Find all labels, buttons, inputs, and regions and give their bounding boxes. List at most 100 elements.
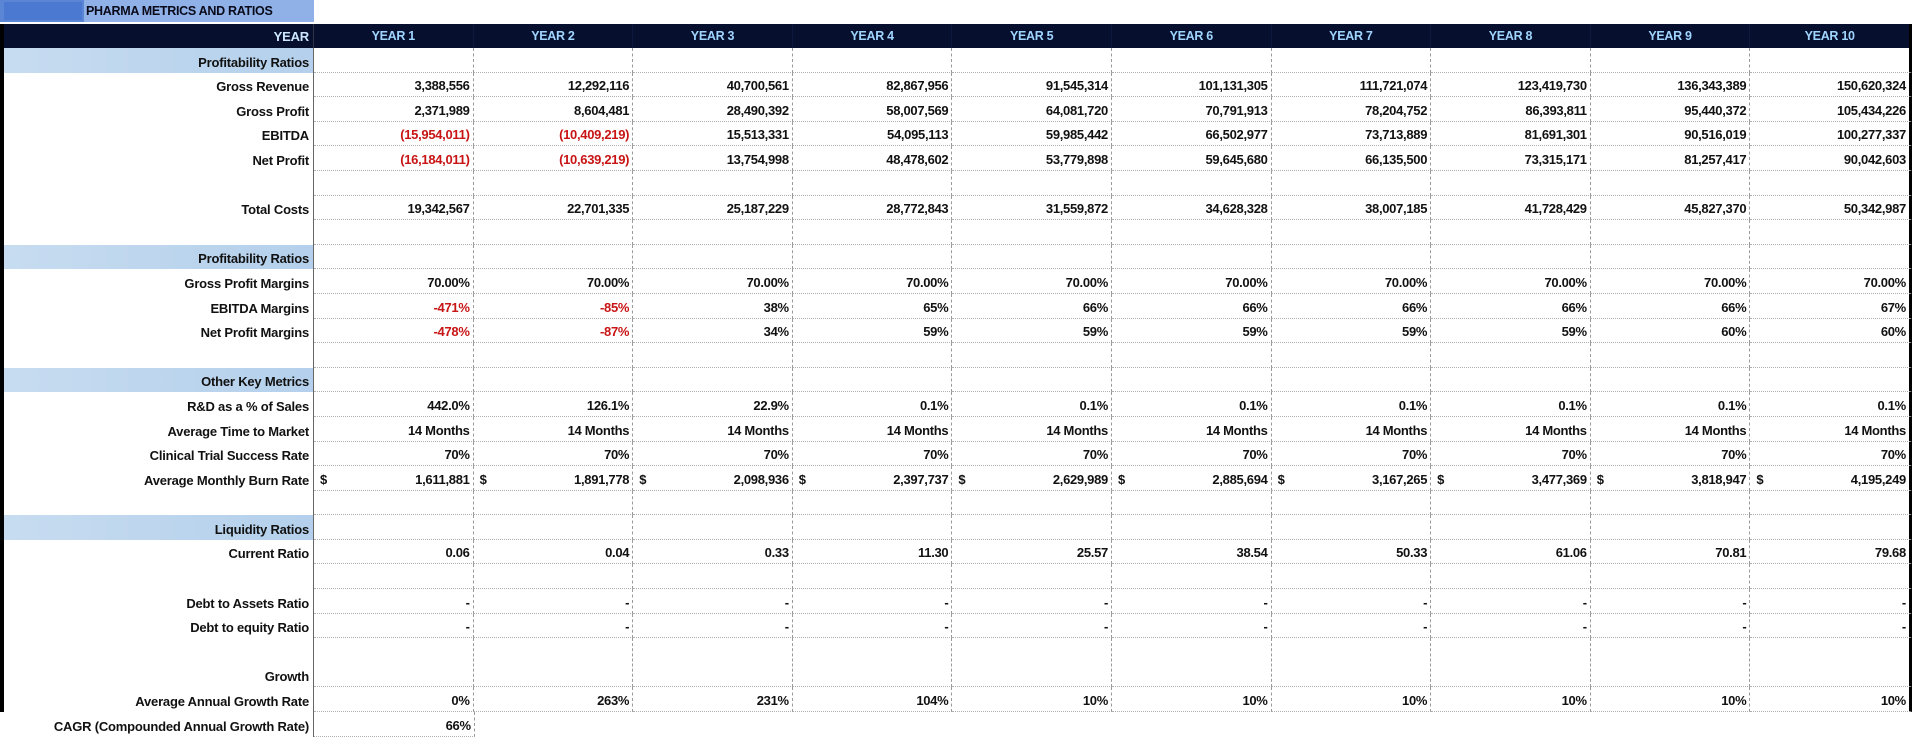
net-profit-margin-year-10[interactable]: 60% — [1750, 318, 1912, 344]
time-to-market-year-6[interactable]: 14 Months — [1111, 416, 1272, 442]
total-costs-year-1[interactable]: 19,342,567 — [314, 195, 474, 221]
cagr-year-8[interactable] — [1433, 712, 1593, 737]
cell-year-3[interactable] — [633, 343, 793, 368]
cagr-year-5[interactable] — [954, 712, 1114, 737]
ebitda-margin-year-6[interactable]: 66% — [1111, 293, 1272, 319]
ebitda-margin-year-7[interactable]: 66% — [1271, 293, 1432, 319]
cell-year-4[interactable] — [792, 244, 953, 270]
cell-year-3[interactable] — [633, 515, 793, 540]
cell-year-1[interactable] — [314, 564, 474, 590]
aagr-year-6[interactable]: 10% — [1111, 687, 1272, 713]
cell-year-7[interactable] — [1271, 343, 1432, 368]
net-profit-year-9[interactable]: 81,257,417 — [1590, 146, 1751, 171]
gross-profit-margin-year-9[interactable]: 70.00% — [1590, 269, 1751, 294]
cell-year-4[interactable] — [792, 343, 953, 368]
cell-year-6[interactable] — [1111, 220, 1272, 245]
cell-year-9[interactable] — [1590, 638, 1751, 688]
cell-year-2[interactable] — [473, 367, 634, 393]
gross-revenue-year-6[interactable]: 101,131,305 — [1111, 72, 1272, 98]
gross-profit-year-9[interactable]: 95,440,372 — [1590, 97, 1751, 122]
cell-year-5[interactable] — [952, 564, 1112, 590]
label-aagr[interactable]: Average Annual Growth Rate — [0, 687, 314, 713]
label-cagr[interactable]: CAGR (Compounded Annual Growth Rate) — [0, 712, 314, 737]
gross-revenue-year-4[interactable]: 82,867,956 — [792, 72, 953, 98]
cagr-year-3[interactable] — [634, 712, 794, 737]
label-rd-pct-sales[interactable]: R&D as a % of Sales — [0, 392, 314, 417]
cell-year-8[interactable] — [1431, 48, 1591, 73]
time-to-market-year-1[interactable]: 14 Months — [314, 416, 474, 442]
cell-year-5[interactable] — [952, 515, 1112, 540]
ebitda-year-1[interactable]: (15,954,011) — [314, 121, 474, 147]
burn-rate-year-1[interactable]: $1,611,881 — [314, 466, 474, 491]
burn-rate-year-10[interactable]: $4,195,249 — [1750, 466, 1912, 491]
current-ratio-year-4[interactable]: 11.30 — [792, 539, 953, 565]
clinical-success-year-10[interactable]: 70% — [1750, 441, 1912, 467]
cell-year-9[interactable] — [1590, 343, 1751, 368]
total-costs-year-6[interactable]: 34,628,328 — [1111, 195, 1272, 221]
gross-profit-year-1[interactable]: 2,371,989 — [314, 97, 474, 122]
cell-year-8[interactable] — [1431, 564, 1591, 590]
net-profit-margin-year-2[interactable]: -87% — [473, 318, 634, 344]
debt-to-equity-year-5[interactable]: - — [952, 613, 1112, 639]
cell-year-2[interactable] — [473, 564, 634, 590]
rd-pct-sales-year-1[interactable]: 442.0% — [314, 392, 474, 417]
label-net-profit-margins[interactable]: Net Profit Margins — [0, 318, 314, 344]
label-clinical-success[interactable]: Clinical Trial Success Rate — [0, 441, 314, 467]
cell-year-8[interactable] — [1431, 343, 1591, 368]
cell-year-10[interactable] — [1750, 490, 1912, 516]
gross-revenue-year-7[interactable]: 111,721,074 — [1271, 72, 1432, 98]
debt-to-equity-year-7[interactable]: - — [1271, 613, 1432, 639]
year-header-year-6[interactable]: YEAR 6 — [1112, 24, 1272, 48]
cell-year-10[interactable] — [1750, 515, 1912, 540]
label-ebitda[interactable]: EBITDA — [0, 121, 314, 147]
year-header-year-7[interactable]: YEAR 7 — [1272, 24, 1432, 48]
year-header-year-2[interactable]: YEAR 2 — [474, 24, 634, 48]
current-ratio-year-9[interactable]: 70.81 — [1590, 539, 1751, 565]
gross-revenue-year-8[interactable]: 123,419,730 — [1431, 72, 1591, 98]
clinical-success-year-9[interactable]: 70% — [1590, 441, 1751, 467]
label-ebitda-margins[interactable]: EBITDA Margins — [0, 293, 314, 319]
cell-year-9[interactable] — [1590, 220, 1751, 245]
burn-rate-year-8[interactable]: $3,477,369 — [1431, 466, 1591, 491]
cell-year-2[interactable] — [473, 638, 634, 688]
net-profit-margin-year-8[interactable]: 59% — [1431, 318, 1591, 344]
time-to-market-year-4[interactable]: 14 Months — [792, 416, 953, 442]
ebitda-margin-year-8[interactable]: 66% — [1431, 293, 1591, 319]
cell-year-4[interactable] — [792, 170, 953, 196]
row-label[interactable] — [0, 490, 314, 516]
cell-year-8[interactable] — [1431, 638, 1591, 688]
debt-to-equity-year-10[interactable]: - — [1750, 613, 1912, 639]
cell-year-9[interactable] — [1590, 244, 1751, 270]
cagr-year-9[interactable] — [1593, 712, 1753, 737]
cell-year-6[interactable] — [1111, 170, 1272, 196]
burn-rate-year-5[interactable]: $2,629,989 — [952, 466, 1112, 491]
total-costs-year-10[interactable]: 50,342,987 — [1750, 195, 1912, 221]
clinical-success-year-3[interactable]: 70% — [633, 441, 793, 467]
aagr-year-10[interactable]: 10% — [1750, 687, 1912, 713]
year-header-year-10[interactable]: YEAR 10 — [1750, 24, 1912, 48]
cell-year-3[interactable] — [633, 490, 793, 516]
cell-year-9[interactable] — [1590, 515, 1751, 540]
year-header-year-1[interactable]: YEAR 1 — [314, 24, 474, 48]
row-label[interactable] — [0, 564, 314, 590]
year-header-year-5[interactable]: YEAR 5 — [952, 24, 1112, 48]
clinical-success-year-1[interactable]: 70% — [314, 441, 474, 467]
net-profit-margin-year-9[interactable]: 60% — [1590, 318, 1751, 344]
burn-rate-year-3[interactable]: $2,098,936 — [633, 466, 793, 491]
time-to-market-year-10[interactable]: 14 Months — [1750, 416, 1912, 442]
aagr-year-1[interactable]: 0% — [314, 687, 474, 713]
time-to-market-year-2[interactable]: 14 Months — [473, 416, 634, 442]
cell-year-3[interactable] — [633, 564, 793, 590]
cell-year-1[interactable] — [314, 170, 474, 196]
cell-year-2[interactable] — [473, 343, 634, 368]
time-to-market-year-7[interactable]: 14 Months — [1271, 416, 1432, 442]
net-profit-margin-year-1[interactable]: -478% — [314, 318, 474, 344]
clinical-success-year-8[interactable]: 70% — [1431, 441, 1591, 467]
clinical-success-year-2[interactable]: 70% — [473, 441, 634, 467]
cell-year-4[interactable] — [792, 515, 953, 540]
cell-year-7[interactable] — [1271, 367, 1432, 393]
total-costs-year-8[interactable]: 41,728,429 — [1431, 195, 1591, 221]
gross-profit-year-6[interactable]: 70,791,913 — [1111, 97, 1272, 122]
burn-rate-year-7[interactable]: $3,167,265 — [1271, 466, 1432, 491]
net-profit-year-6[interactable]: 59,645,680 — [1111, 146, 1272, 171]
